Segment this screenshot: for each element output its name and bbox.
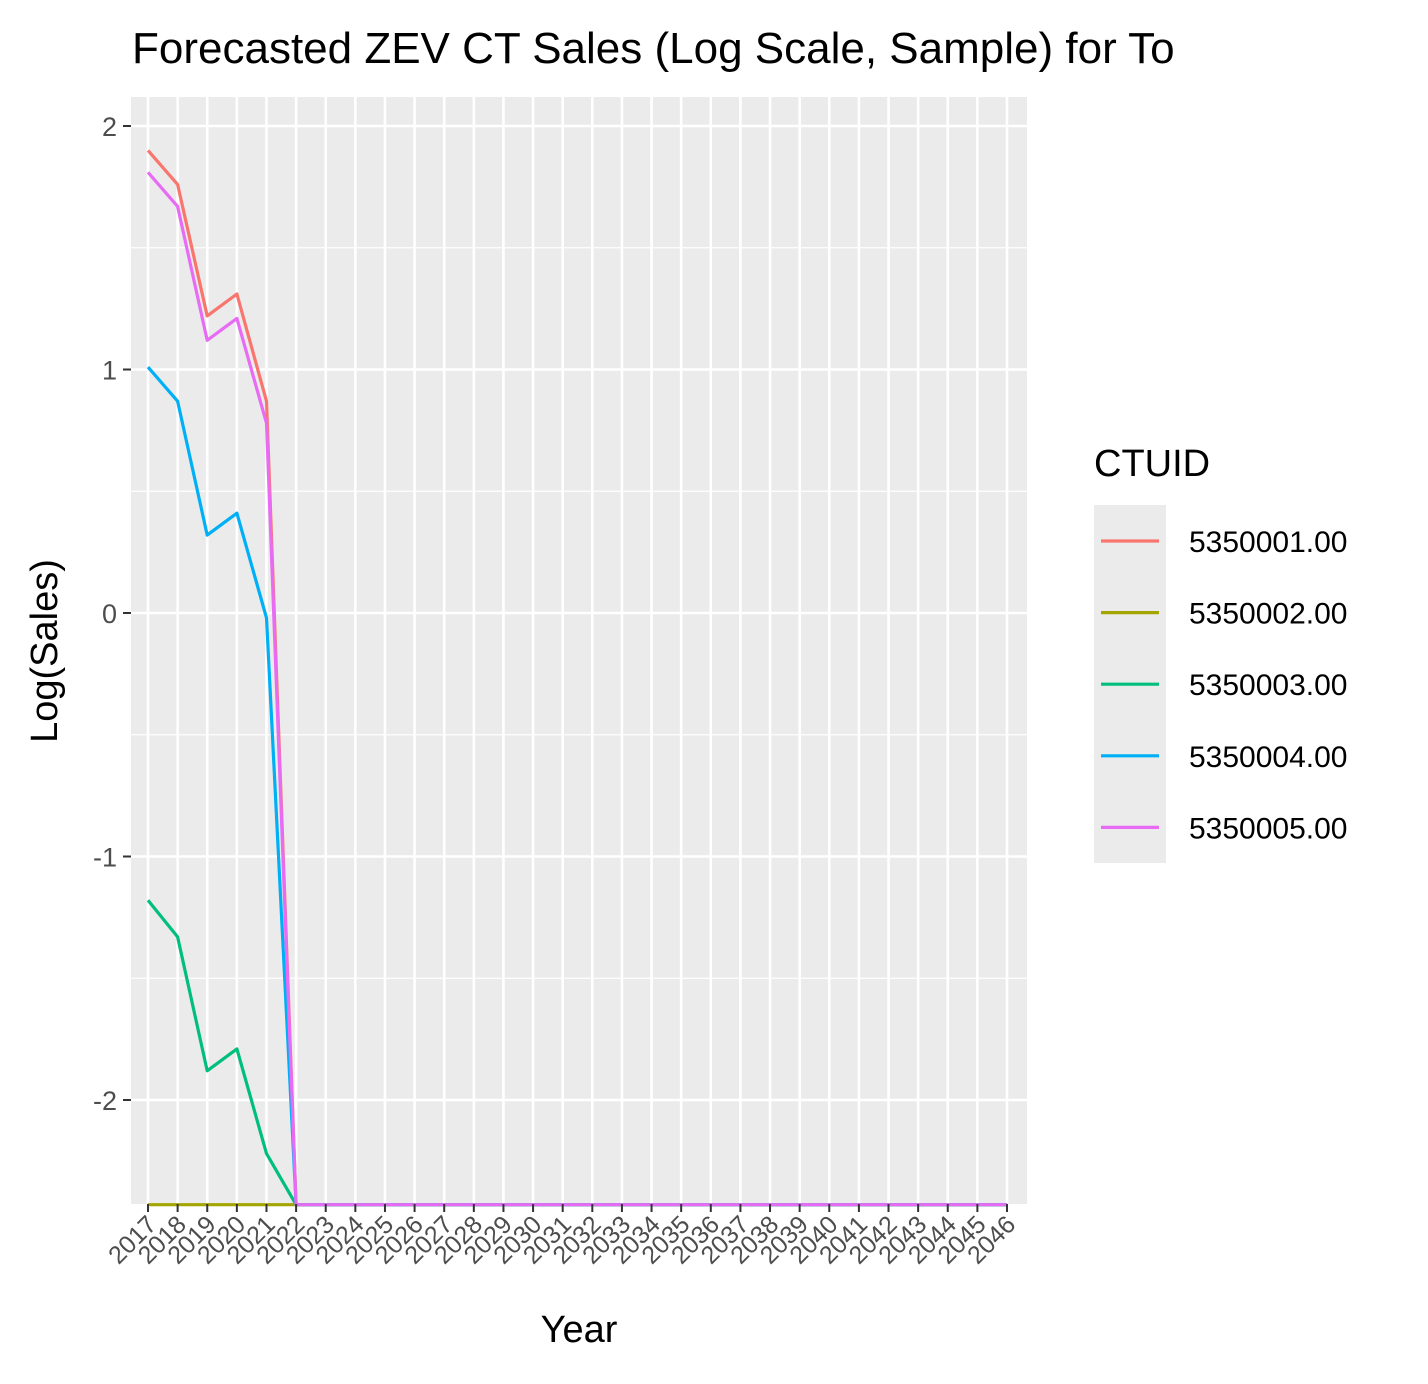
y-tick-label: -1	[93, 843, 117, 873]
x-axis: 2017201820192020202120222023202420252026…	[103, 1204, 1021, 1270]
legend-label: 5350001.00	[1189, 526, 1348, 559]
y-tick-label: 2	[102, 112, 117, 142]
legend-label: 5350002.00	[1189, 598, 1348, 631]
plot-panel	[131, 97, 1027, 1204]
y-axis-title: Log(Sales)	[24, 559, 66, 743]
x-axis-title: Year	[541, 1309, 618, 1351]
series-line	[146, 171, 1007, 1207]
y-tick-label: -2	[93, 1086, 117, 1116]
y-axis: 2 1 0 -1 -2	[93, 112, 131, 1116]
legend-label: 5350005.00	[1189, 812, 1348, 845]
y-tick-label: 1	[102, 356, 117, 386]
legend-label: 5350003.00	[1189, 669, 1348, 702]
legend-title: CTUID	[1094, 443, 1210, 485]
y-tick-label: 0	[102, 599, 117, 629]
chart-title: Forecasted ZEV CT Sales (Log Scale, Samp…	[132, 24, 1175, 73]
series-lines	[146, 149, 1007, 1207]
grid-major	[131, 97, 1027, 1204]
legend: CTUID 5350001.005350002.005350003.005350…	[1094, 443, 1348, 863]
legend-label: 5350004.00	[1189, 741, 1348, 774]
legend-items: 5350001.00 5350002.00 5350003.00 5350004.00…	[1101, 526, 1348, 845]
